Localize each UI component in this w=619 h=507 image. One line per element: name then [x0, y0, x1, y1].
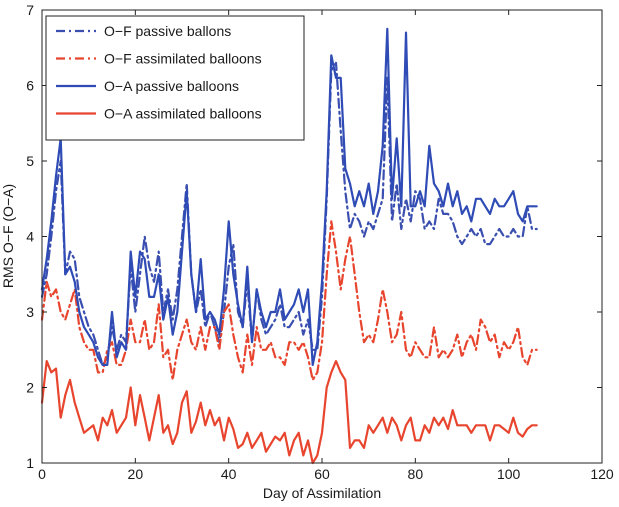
x-tick-label: 40: [221, 466, 237, 482]
x-tick-label: 120: [590, 466, 614, 482]
y-tick-label: 1: [26, 455, 34, 471]
y-tick-label: 6: [26, 78, 34, 94]
x-tick-label: 0: [38, 466, 46, 482]
y-tick-label: 4: [26, 229, 34, 245]
legend-label-1: O−F passive ballons: [104, 23, 231, 39]
y-axis-label: RMS O−F (O−A): [0, 184, 16, 288]
ticks-layer: 0 20 40 60 80 100 120 1 2 3 4 5 6 7: [26, 2, 614, 482]
x-tick-label: 20: [128, 466, 144, 482]
x-axis-label: Day of Assimilation: [263, 485, 381, 501]
y-tick-label: 7: [26, 2, 34, 18]
legend: O−F passive ballons O−F assimilated ballo…: [45, 15, 305, 141]
legend-items: O−F passive ballons O−F assimilated ballo…: [56, 23, 262, 122]
legend-box: [45, 15, 305, 141]
series-line-1: [40, 61, 538, 366]
legend-label-4: O−A assimilated balloons: [104, 106, 262, 122]
y-tick-label: 2: [26, 380, 34, 396]
x-tick-label: 60: [314, 466, 330, 482]
series-line-4: [40, 360, 538, 465]
x-tick-label: 80: [408, 466, 424, 482]
legend-label-3: O−A passive balloons: [104, 78, 239, 94]
series-layer: [40, 27, 538, 465]
legend-label-2: O−F assimilated balloons: [104, 51, 262, 67]
x-tick-label: 100: [497, 466, 521, 482]
series-line-2: [40, 220, 538, 381]
y-tick-label: 5: [26, 153, 34, 169]
series-line-3: [40, 27, 538, 366]
y-tick-label: 3: [26, 304, 34, 320]
